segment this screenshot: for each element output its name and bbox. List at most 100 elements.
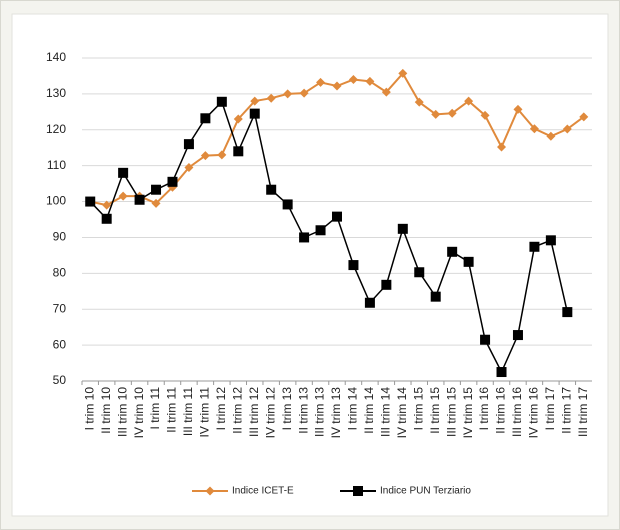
- y-tick-label: 140: [46, 50, 66, 64]
- marker: [562, 124, 572, 134]
- marker: [447, 246, 458, 257]
- marker: [332, 211, 342, 222]
- x-tick-label: I trim 17: [543, 387, 557, 431]
- chart-panel: [11, 13, 609, 517]
- marker: [283, 89, 293, 99]
- x-tick-label: I trim 11: [148, 387, 162, 430]
- marker: [233, 146, 244, 157]
- marker: [414, 97, 424, 107]
- marker: [167, 176, 178, 187]
- y-tick-label: 130: [46, 86, 66, 100]
- x-tick-label: I trim 13: [280, 387, 294, 431]
- legend-label: Indice ICET-E: [232, 486, 294, 497]
- marker: [430, 291, 441, 302]
- x-tick-label: IV trim 11: [198, 387, 212, 438]
- y-tick-label: 60: [53, 337, 67, 351]
- marker: [266, 93, 276, 103]
- legend-marker: [205, 486, 215, 496]
- marker: [134, 194, 145, 205]
- x-tick-label: III trim 11: [181, 387, 195, 436]
- marker: [151, 184, 162, 195]
- marker: [398, 68, 408, 78]
- marker: [266, 184, 277, 195]
- marker: [381, 87, 391, 97]
- x-tick-label: III trim 14: [379, 387, 393, 437]
- x-tick-label: IV trim 16: [527, 387, 541, 439]
- x-tick-label: I trim 15: [411, 387, 425, 431]
- y-tick-label: 70: [53, 301, 67, 315]
- y-tick-label: 110: [47, 158, 66, 172]
- marker: [118, 167, 129, 178]
- x-tick-label: II trim 11: [165, 387, 179, 433]
- marker: [512, 330, 523, 341]
- marker: [414, 267, 425, 278]
- marker: [151, 198, 161, 208]
- marker: [365, 76, 375, 86]
- y-tick-label: 90: [53, 230, 67, 244]
- y-tick-label: 50: [53, 373, 67, 387]
- marker: [364, 297, 375, 308]
- marker: [579, 112, 589, 122]
- x-tick-label: II trim 16: [494, 387, 508, 434]
- marker: [332, 81, 342, 91]
- y-tick-label: 80: [53, 266, 67, 280]
- marker: [233, 114, 243, 124]
- marker: [102, 200, 112, 210]
- marker: [299, 88, 309, 98]
- marker: [545, 235, 556, 246]
- marker: [200, 151, 210, 161]
- y-tick-label: 100: [46, 194, 66, 208]
- marker: [397, 223, 408, 234]
- y-tick-label: 120: [46, 122, 66, 136]
- x-tick-label: II trim 12: [230, 387, 244, 434]
- x-tick-label: I trim 16: [477, 387, 491, 431]
- marker: [529, 241, 540, 252]
- legend-marker: [353, 486, 363, 496]
- x-tick-label: III trim 12: [247, 387, 261, 437]
- marker: [183, 139, 194, 150]
- marker: [562, 307, 573, 318]
- x-tick-label: III trim 13: [313, 387, 327, 437]
- marker: [496, 367, 507, 378]
- x-tick-label: I trim 10: [82, 387, 96, 431]
- x-tick-label: III trim 16: [510, 387, 524, 437]
- marker: [480, 334, 491, 345]
- x-tick-label: III trim 10: [115, 387, 129, 437]
- marker: [464, 96, 474, 106]
- marker: [299, 232, 310, 243]
- marker: [480, 110, 490, 120]
- x-tick-label: II trim 10: [99, 387, 113, 434]
- x-tick-label: IV trim 12: [263, 387, 277, 439]
- marker: [101, 213, 112, 224]
- marker: [118, 191, 128, 201]
- marker: [513, 104, 523, 114]
- marker: [431, 109, 441, 119]
- marker: [447, 108, 457, 118]
- marker: [497, 142, 507, 152]
- marker: [282, 199, 293, 210]
- marker: [381, 279, 392, 290]
- marker: [249, 108, 260, 119]
- x-tick-label: IV trim 15: [461, 387, 475, 439]
- x-tick-label: IV trim 10: [132, 387, 146, 439]
- x-tick-label: II trim 13: [296, 387, 310, 434]
- marker: [316, 77, 326, 87]
- marker: [200, 113, 211, 124]
- x-tick-label: I trim 14: [346, 387, 360, 431]
- x-tick-label: I trim 12: [214, 387, 228, 431]
- x-tick-label: III trim 15: [444, 387, 458, 437]
- marker: [546, 131, 556, 141]
- x-tick-label: II trim 14: [362, 387, 376, 434]
- marker: [184, 162, 194, 172]
- marker: [529, 124, 539, 134]
- marker: [348, 260, 359, 271]
- legend-label: Indice PUN Terziario: [380, 486, 471, 497]
- x-tick-label: II trim 15: [428, 387, 442, 434]
- marker: [463, 256, 474, 267]
- x-tick-label: II trim 17: [559, 387, 573, 434]
- marker: [216, 96, 227, 107]
- marker: [250, 96, 260, 106]
- marker: [348, 75, 358, 85]
- marker: [217, 150, 227, 160]
